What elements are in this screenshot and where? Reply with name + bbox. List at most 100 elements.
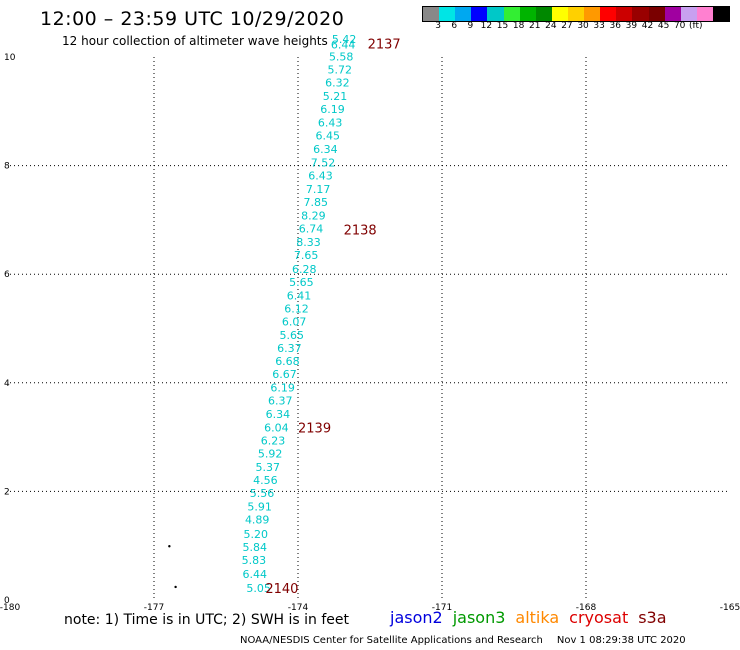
colorbar-swatch <box>664 7 681 21</box>
colorbar-label: 24 <box>545 21 557 31</box>
colorbar-label: 15 <box>496 21 509 31</box>
legend-item-altika: altika <box>515 608 560 627</box>
wave-height-value: 7.65 <box>294 249 319 262</box>
track-dot <box>174 585 177 589</box>
wave-height-value: 6.12 <box>284 302 309 315</box>
colorbar-label: 6 <box>451 21 458 31</box>
pass-number-label: 2137 <box>368 37 401 52</box>
wave-height-value: 7.85 <box>304 196 329 209</box>
colorbar-swatch <box>519 7 536 21</box>
wave-height-value: 6.45 <box>316 130 341 143</box>
colorbar-label: (ft) <box>689 21 703 31</box>
colorbar-labels: 3 6 9 12 15 18 21 24 27 30 33 36 39 42 45 70 (ft) <box>422 21 728 33</box>
wave-height-value: 5.58 <box>329 50 354 63</box>
legend-item-cryosat: cryosat <box>569 608 629 627</box>
wave-height-value: 6.68 <box>275 355 300 368</box>
colorbar-swatch <box>471 7 488 21</box>
satellite-legend: jason2 jason3 altika cryosat s3a <box>390 608 677 627</box>
wave-height-value: 5.56 <box>250 487 275 500</box>
wave-height-value: 6.43 <box>308 169 333 182</box>
legend-item-s3a: s3a <box>638 608 667 627</box>
wave-height-value: 7.17 <box>306 183 331 196</box>
x-tick-label: -165 <box>720 603 740 610</box>
wave-height-value: 5.42 <box>332 33 357 46</box>
pass-number-label: 2140 <box>265 582 298 597</box>
colorbar-label: 30 <box>577 21 589 31</box>
wave-height-value: 6.37 <box>277 342 302 355</box>
wave-height-value: 5.92 <box>258 447 283 460</box>
wave-height-value: 6.32 <box>325 77 350 90</box>
y-tick-label: 2 <box>4 487 10 497</box>
colorbar-label: 33 <box>593 21 605 31</box>
wave-height-value: 5.20 <box>244 528 269 541</box>
wave-height-value: 6.34 <box>266 408 291 421</box>
colorbar-swatch <box>535 7 552 21</box>
colorbar-swatch <box>712 7 730 21</box>
pass-number-label: 2139 <box>298 421 331 436</box>
wave-height-value: 6.44 <box>243 568 268 581</box>
colorbar-label: 39 <box>625 21 638 31</box>
y-tick-label: 6 <box>4 270 10 280</box>
wave-height-value: 6.04 <box>264 421 289 434</box>
legend-item-jason3: jason3 <box>452 608 506 627</box>
wave-height-value: 5.84 <box>243 541 268 554</box>
wave-height-value: 6.34 <box>313 143 338 156</box>
colorbar-swatch <box>632 7 649 21</box>
wave-height-colorbar <box>422 6 730 22</box>
colorbar-label: 18 <box>512 21 525 31</box>
wave-height-value: 4.56 <box>253 474 278 487</box>
colorbar-label: 45 <box>657 21 670 31</box>
y-tick-label: 4 <box>4 379 10 389</box>
map-subtitle: 12 hour collection of altimeter wave hei… <box>62 34 328 48</box>
colorbar-label: 12 <box>480 21 493 31</box>
pass-labels: 2137 2138 2139 2140 <box>265 37 400 597</box>
colorbar-swatch <box>439 7 456 21</box>
wave-height-value: 6.07 <box>282 315 307 328</box>
wave-height-value: 5.37 <box>256 461 281 474</box>
colorbar-swatch <box>567 7 585 21</box>
wave-height-track: 5.056.445.835.845.204.895.915.564.565.37… <box>168 33 356 595</box>
colorbar-swatch <box>455 7 472 21</box>
colorbar-swatch <box>551 7 568 21</box>
wave-height-value: 5.72 <box>328 63 353 76</box>
colorbar-swatch <box>584 7 601 21</box>
wave-height-value: 5.83 <box>242 554 267 567</box>
pass-number-label: 2138 <box>344 224 377 239</box>
credits: NOAA/NESDIS Center for Satellite Applica… <box>240 635 686 646</box>
wave-height-value: 6.23 <box>261 434 286 447</box>
x-tick-label: -171 <box>432 603 452 610</box>
map-axes: -180 -177 -174 -171 -168 -165 0 2 4 6 8 10 <box>0 53 740 610</box>
colorbar-label: 21 <box>529 21 541 31</box>
colorbar-swatch <box>616 7 633 21</box>
wave-height-value: 6.19 <box>320 103 345 116</box>
wave-height-value: 5.21 <box>323 90 348 103</box>
wave-height-value: 6.19 <box>270 382 295 395</box>
x-tick-label: -180 <box>0 603 20 610</box>
wave-height-value: 6.44 <box>331 39 356 52</box>
colorbar-swatch <box>423 7 440 21</box>
y-tick-label: 10 <box>4 53 16 63</box>
colorbar-label: 70 <box>673 21 686 31</box>
colorbar-label: 3 <box>435 21 441 31</box>
colorbar-swatch <box>648 7 665 21</box>
x-tick-label: -168 <box>576 603 597 610</box>
x-tick-label: -174 <box>288 603 309 610</box>
wave-height-value: 6.41 <box>287 289 312 302</box>
colorbar-label: 36 <box>609 21 621 31</box>
footer-note: note: 1) Time is in UTC; 2) SWH is in fe… <box>64 612 350 628</box>
wave-height-value: 8.29 <box>301 210 326 223</box>
wave-height-value: 6.74 <box>299 223 324 236</box>
colorbar-label: 27 <box>561 21 573 31</box>
colorbar-label: 9 <box>467 21 474 31</box>
track-dot <box>168 545 171 548</box>
colorbar-swatch <box>680 7 697 21</box>
credits-org: NOAA/NESDIS Center for Satellite Applica… <box>240 635 543 646</box>
map-title: 12:00 – 23:59 UTC 10/29/2020 <box>40 8 345 30</box>
y-tick-label: 8 <box>4 162 10 172</box>
wave-height-value: 5.65 <box>280 329 305 342</box>
wave-height-value: 5.91 <box>247 501 272 514</box>
credits-date: Nov 1 08:29:38 UTC 2020 <box>556 635 686 646</box>
wave-height-value: 4.89 <box>245 514 270 527</box>
x-tick-label: -177 <box>144 603 164 610</box>
